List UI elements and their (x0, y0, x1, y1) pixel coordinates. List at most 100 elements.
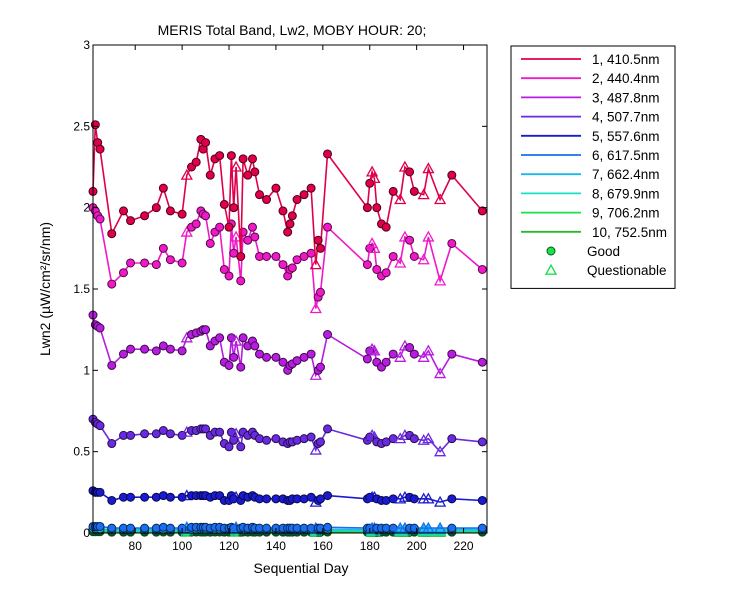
good-point (292, 195, 302, 205)
questionable-point (365, 342, 379, 354)
good-point (107, 229, 117, 239)
good-point (315, 362, 325, 372)
x-tick-label: 80 (129, 539, 143, 553)
questionable-point (422, 521, 435, 533)
questionable-point (433, 193, 447, 205)
questionable-point (365, 165, 379, 177)
good-point (315, 243, 325, 253)
good-point (201, 211, 211, 221)
legend-label: 5, 557.6nm (592, 129, 660, 144)
good-point (409, 251, 419, 261)
good-point (236, 276, 246, 286)
good-point (165, 523, 175, 533)
y-tick-label: 0.5 (73, 445, 90, 459)
y-tick-label: 3 (83, 38, 90, 52)
good-point (262, 523, 272, 533)
x-tick-label: 160 (313, 539, 333, 553)
questionable-point (309, 443, 322, 455)
good-point (140, 344, 150, 354)
x-tick-label: 120 (219, 539, 239, 553)
good-point (477, 264, 487, 274)
legend-marker-good (546, 246, 556, 256)
good-point (151, 203, 161, 213)
questionable-point (229, 427, 243, 439)
good-point (405, 343, 415, 353)
good-point (191, 219, 201, 229)
legend-box (510, 45, 676, 289)
good-point (262, 195, 272, 205)
good-point (306, 248, 316, 258)
legend-label: 2, 440.4nm (592, 71, 660, 86)
questionable-point (309, 302, 322, 314)
good-point (262, 251, 272, 261)
good-point (205, 238, 215, 248)
good-point (315, 437, 325, 447)
good-point (215, 333, 225, 343)
legend-label: 1, 410.5nm (592, 52, 660, 67)
legend-label: 6, 617.5nm (592, 148, 660, 163)
legend-label: 7, 662.4nm (592, 167, 660, 182)
good-point (381, 222, 391, 232)
x-tick-label: 200 (407, 539, 427, 553)
good-point (118, 349, 128, 359)
good-point (388, 349, 398, 359)
legend-label: 8, 679.9nm (592, 186, 660, 201)
questionable-point (422, 162, 435, 174)
good-point (205, 170, 215, 180)
good-point (95, 214, 105, 224)
questionable-point (422, 344, 435, 356)
good-point (323, 491, 333, 501)
y-tick-label: 2.5 (73, 119, 90, 133)
good-point (126, 258, 136, 268)
good-point (313, 235, 323, 245)
legend-label: Questionable (587, 263, 667, 278)
good-point (177, 258, 187, 268)
questionable-point (394, 350, 407, 362)
questionable-point (422, 230, 435, 242)
questionable-point (309, 258, 322, 270)
questionable-point (422, 492, 435, 504)
y-tick-label: 1.5 (73, 282, 90, 296)
good-point (118, 206, 128, 216)
questionable-point (433, 523, 447, 535)
good-point (165, 206, 175, 216)
good-point (95, 323, 105, 333)
questionable-point (417, 433, 430, 445)
good-point (285, 219, 295, 229)
legend-label: 10, 752.5nm (592, 225, 667, 240)
good-point (255, 190, 265, 200)
good-point (177, 346, 187, 356)
good-point (107, 523, 117, 533)
questionable-point (365, 429, 379, 441)
good-point (323, 149, 333, 159)
good-point (477, 523, 487, 533)
y-tick-label: 0 (83, 526, 90, 540)
good-point (224, 222, 234, 232)
good-point (323, 522, 333, 532)
good-point (372, 203, 382, 213)
good-point (306, 183, 316, 193)
good-point (140, 492, 150, 502)
x-axis-label: Sequential Day (254, 560, 349, 576)
good-point (299, 190, 309, 200)
good-point (323, 222, 333, 232)
good-point (219, 199, 229, 209)
questionable-point (433, 445, 447, 457)
good-point (447, 238, 457, 248)
good-point (191, 157, 201, 167)
good-point (323, 330, 333, 340)
good-point (247, 154, 257, 164)
good-point (165, 429, 175, 439)
good-point (409, 186, 419, 196)
good-point (405, 167, 415, 177)
questionable-point (368, 172, 381, 184)
good-point (215, 151, 225, 161)
good-point (381, 268, 391, 278)
good-point (226, 151, 236, 161)
good-point (126, 430, 136, 440)
good-point (140, 523, 150, 533)
good-point (126, 216, 136, 226)
good-point (271, 251, 281, 261)
legend-label: 3, 487.8nm (592, 90, 660, 105)
good-point (165, 255, 175, 265)
